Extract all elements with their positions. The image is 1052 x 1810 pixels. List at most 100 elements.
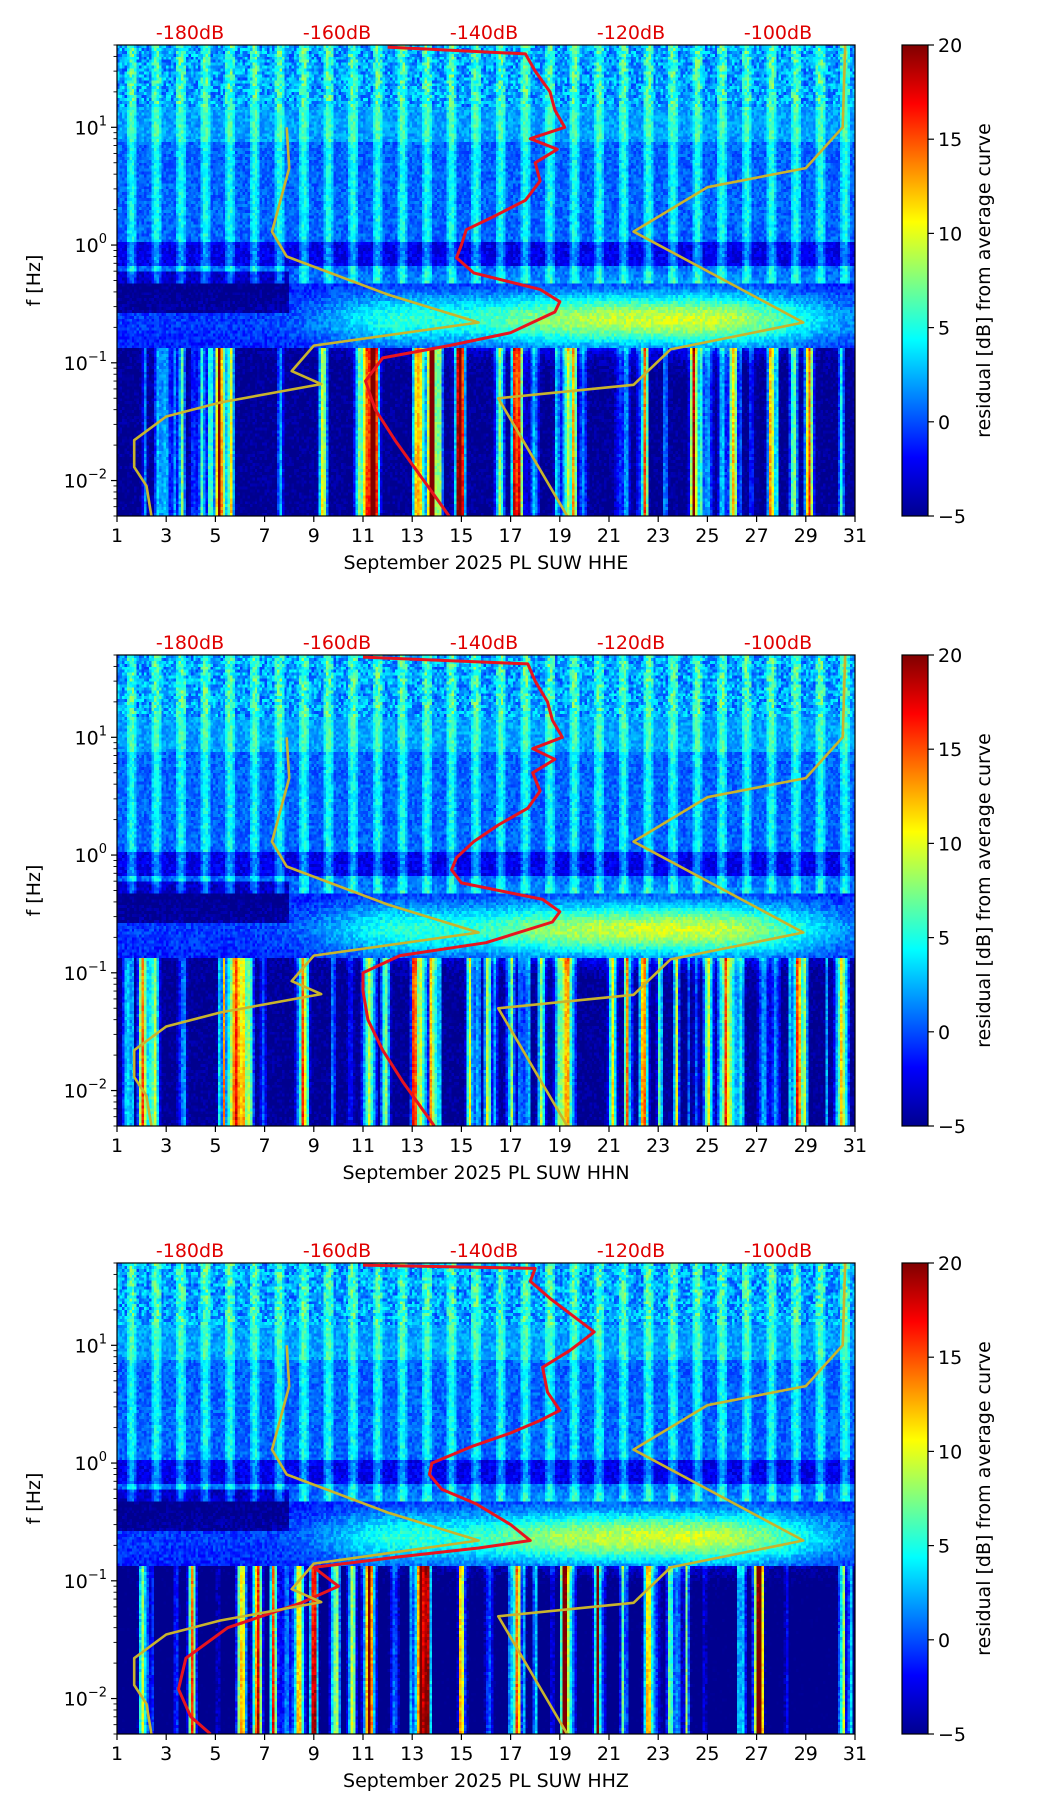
x-tick-label: 15: [449, 525, 473, 547]
x-tick-label: 31: [843, 525, 867, 547]
x-tick-label: 23: [646, 525, 670, 547]
x-tick-label: 25: [695, 525, 719, 547]
colorbar: [901, 44, 929, 517]
colorbar-tick-label: −5: [938, 506, 966, 528]
top-db-label: -140dB: [450, 632, 518, 654]
x-tick-label: 27: [745, 1743, 769, 1765]
x-tick-label: 9: [308, 1743, 320, 1765]
x-tick-label: 29: [794, 525, 818, 547]
x-tick-label: 25: [695, 1135, 719, 1157]
x-tick-label: 7: [259, 1743, 271, 1765]
top-db-label: -160dB: [303, 22, 371, 44]
top-db-label: -140dB: [450, 22, 518, 44]
x-axis-label: September 2025 PL SUW HHZ: [343, 1770, 629, 1792]
x-tick-label: 9: [308, 1135, 320, 1157]
colorbar-tick-label: 15: [938, 129, 962, 151]
x-axis-label: September 2025 PL SUW HHN: [342, 1162, 629, 1184]
spectrogram-heatmap: [117, 1263, 855, 1734]
y-tick-label: 101: [75, 1332, 107, 1357]
colorbar-tick-label: 10: [938, 833, 962, 855]
x-tick-label: 31: [843, 1743, 867, 1765]
x-tick-label: 13: [400, 525, 424, 547]
yellow-curve-low: [132, 127, 480, 516]
colorbar-tick-label: 5: [938, 318, 950, 340]
colorbar-tick-label: −5: [938, 1116, 966, 1138]
colorbar-label: residual [dB] from average curve: [973, 1341, 995, 1656]
colorbar: [901, 1262, 929, 1735]
x-tick-label: 13: [400, 1135, 424, 1157]
colorbar-tick-label: 0: [938, 412, 950, 434]
x-tick-label: 1: [111, 1135, 123, 1157]
spectrogram-heatmap: [117, 655, 855, 1126]
colorbar-tick-label: −5: [938, 1724, 966, 1746]
top-db-label: -100dB: [744, 22, 812, 44]
top-db-label: -120dB: [597, 632, 665, 654]
top-db-label: -160dB: [303, 632, 371, 654]
colorbar-tick-label: 10: [938, 1441, 962, 1463]
x-tick-label: 1: [111, 525, 123, 547]
y-axis-label: f [Hz]: [23, 255, 45, 307]
y-tick-label: 10−2: [64, 1686, 107, 1711]
x-axis-label: September 2025 PL SUW HHE: [344, 552, 629, 574]
top-db-label: -180dB: [156, 22, 224, 44]
x-tick-label: 11: [351, 1743, 375, 1765]
x-tick-label: 5: [209, 1743, 221, 1765]
y-tick-label: 101: [75, 114, 107, 139]
x-tick-label: 23: [646, 1135, 670, 1157]
colorbar-tick-label: 0: [938, 1022, 950, 1044]
y-tick-label: 10−1: [64, 350, 107, 375]
red-psd-curve: [361, 655, 564, 1126]
x-tick-label: 3: [160, 1135, 172, 1157]
top-db-label: -100dB: [744, 632, 812, 654]
red-psd-curve: [364, 45, 567, 516]
x-tick-label: 29: [794, 1743, 818, 1765]
x-tick-label: 27: [745, 1135, 769, 1157]
y-axis-label: f [Hz]: [23, 1473, 45, 1525]
x-tick-label: 19: [548, 1743, 572, 1765]
x-tick-label: 31: [843, 1135, 867, 1157]
colorbar-tick-label: 10: [938, 223, 962, 245]
x-tick-label: 17: [499, 525, 523, 547]
x-tick-label: 17: [499, 1743, 523, 1765]
colorbar-tick-label: 15: [938, 739, 962, 761]
y-tick-label: 100: [75, 842, 107, 867]
x-tick-label: 3: [160, 1743, 172, 1765]
top-db-label: -120dB: [597, 22, 665, 44]
y-tick-label: 101: [75, 724, 107, 749]
x-tick-label: 7: [259, 525, 271, 547]
x-tick-label: 19: [548, 525, 572, 547]
x-tick-label: 19: [548, 1135, 572, 1157]
y-tick-label: 100: [75, 1450, 107, 1475]
colorbar-tick-label: 15: [938, 1347, 962, 1369]
x-tick-label: 11: [351, 525, 375, 547]
colorbar-tick-label: 20: [938, 645, 962, 667]
top-db-label: -140dB: [450, 1240, 518, 1262]
y-tick-label: 10−2: [64, 1078, 107, 1103]
colorbar: [901, 654, 929, 1127]
top-db-label: -120dB: [597, 1240, 665, 1262]
top-db-label: -160dB: [303, 1240, 371, 1262]
colorbar-tick-label: 5: [938, 1536, 950, 1558]
x-tick-label: 17: [499, 1135, 523, 1157]
yellow-curve-high: [497, 1263, 847, 1734]
x-tick-label: 3: [160, 525, 172, 547]
colorbar-label: residual [dB] from average curve: [973, 123, 995, 438]
spectrogram-heatmap: [117, 45, 855, 516]
colorbar-tick-label: 20: [938, 35, 962, 57]
x-tick-label: 5: [209, 525, 221, 547]
y-tick-label: 10−1: [64, 1568, 107, 1593]
y-axis-label: f [Hz]: [23, 865, 45, 917]
yellow-curve-low: [132, 737, 480, 1126]
top-db-label: -180dB: [156, 632, 224, 654]
x-tick-label: 13: [400, 1743, 424, 1765]
x-tick-label: 21: [597, 525, 621, 547]
x-tick-label: 27: [745, 525, 769, 547]
x-tick-label: 23: [646, 1743, 670, 1765]
x-tick-label: 11: [351, 1135, 375, 1157]
yellow-curve-high: [497, 655, 847, 1126]
